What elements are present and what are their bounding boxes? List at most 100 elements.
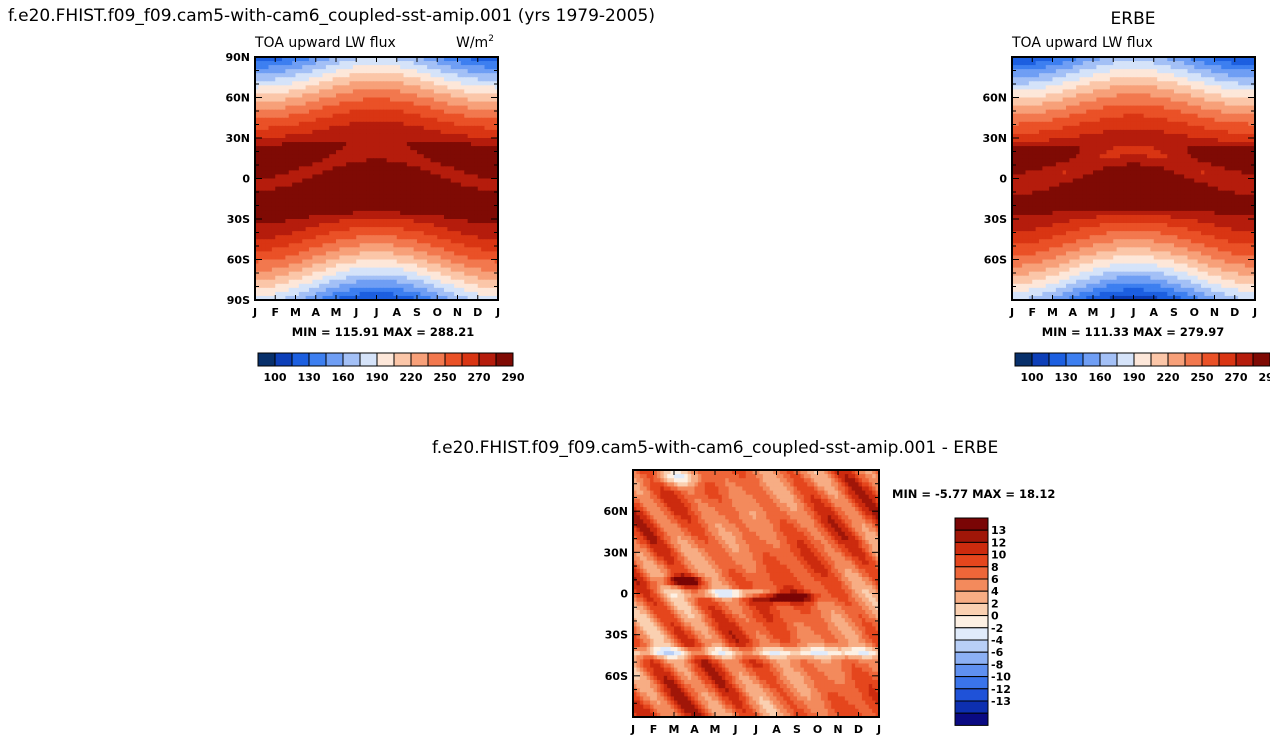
heatmap-cell xyxy=(396,190,401,196)
heatmap-cell xyxy=(329,69,334,74)
heatmap-cell xyxy=(471,214,475,220)
heatmap-cell xyxy=(271,182,276,188)
heatmap-cell xyxy=(261,81,266,86)
heatmap-cell xyxy=(261,85,266,90)
heatmap-cell xyxy=(393,239,398,244)
heatmap-cell xyxy=(369,97,374,103)
heatmap-cell xyxy=(329,97,334,103)
heatmap-cell xyxy=(261,113,266,119)
heatmap-cell xyxy=(437,121,442,127)
heatmap-cell xyxy=(309,77,313,82)
heatmap-cell xyxy=(339,138,344,143)
heatmap-cell xyxy=(467,170,472,176)
heatmap-cell xyxy=(295,89,300,95)
heatmap-cell xyxy=(268,227,273,232)
heatmap-cell xyxy=(403,113,408,119)
heatmap-cell xyxy=(471,57,475,62)
heatmap-cell xyxy=(366,69,371,74)
heatmap-cell xyxy=(467,77,472,82)
heatmap-cell xyxy=(265,61,270,66)
heatmap-cell xyxy=(285,85,290,90)
heatmap-cell xyxy=(386,61,391,66)
heatmap-cell xyxy=(433,174,438,180)
heatmap-cell xyxy=(494,142,499,147)
heatmap-cell xyxy=(487,133,492,139)
heatmap-cell xyxy=(271,231,276,236)
heatmap-cell xyxy=(467,190,472,196)
heatmap-cell xyxy=(282,57,286,62)
heatmap-cell xyxy=(285,81,290,86)
heatmap-cell xyxy=(339,194,344,200)
heatmap-cell xyxy=(427,231,432,236)
heatmap-cell xyxy=(339,170,344,176)
heatmap-cell xyxy=(282,158,286,163)
heatmap-cell xyxy=(265,113,270,119)
heatmap-cell xyxy=(464,154,469,159)
heatmap-cell xyxy=(417,206,421,212)
heatmap-cell xyxy=(275,65,280,70)
heatmap-cell xyxy=(342,129,347,135)
heatmap-cell xyxy=(376,133,381,139)
heatmap-cell xyxy=(440,125,445,131)
heatmap-cell xyxy=(325,182,330,188)
heatmap-cell xyxy=(403,73,408,78)
heatmap-cell xyxy=(467,235,472,240)
heatmap-cell xyxy=(336,178,340,184)
heatmap-cell xyxy=(447,97,452,103)
heatmap-cell xyxy=(393,113,398,119)
heatmap-cell xyxy=(406,182,411,188)
heatmap-cell xyxy=(454,154,459,159)
heatmap-cell xyxy=(292,235,297,240)
heatmap-cell xyxy=(467,206,472,212)
heatmap-cell xyxy=(295,113,300,119)
heatmap-cell xyxy=(484,202,489,208)
heatmap-cell xyxy=(477,142,482,147)
heatmap-cell xyxy=(336,227,340,232)
heatmap-cell xyxy=(298,125,303,131)
heatmap-cell xyxy=(474,113,479,119)
heatmap-cell xyxy=(319,65,324,70)
heatmap-cell xyxy=(325,214,330,220)
heatmap-cell xyxy=(309,121,313,127)
heatmap-cell xyxy=(295,142,300,147)
heatmap-cell xyxy=(366,194,371,200)
heatmap-cell xyxy=(298,202,303,208)
heatmap-cell xyxy=(275,227,280,232)
heatmap-cell xyxy=(481,61,486,66)
heatmap-cell xyxy=(349,93,354,99)
heatmap-cell xyxy=(457,129,462,135)
heatmap-cell xyxy=(322,214,327,220)
heatmap-cell xyxy=(413,101,418,107)
heatmap-cell xyxy=(423,206,428,212)
heatmap-cell xyxy=(410,223,415,228)
heatmap-cell xyxy=(430,73,435,78)
heatmap-cell xyxy=(292,85,297,90)
heatmap-cell xyxy=(342,231,347,236)
heatmap-cell xyxy=(379,109,384,115)
heatmap-cell xyxy=(288,105,293,111)
heatmap-cell xyxy=(366,133,371,139)
heatmap-cell xyxy=(288,174,293,180)
heatmap-cell xyxy=(312,174,317,180)
heatmap-cell xyxy=(413,121,418,127)
heatmap-cell xyxy=(258,227,263,232)
heatmap-cell xyxy=(393,170,398,176)
heatmap-cell xyxy=(352,174,357,180)
heatmap-cell xyxy=(265,219,270,224)
heatmap-cell xyxy=(433,223,438,228)
heatmap-cell xyxy=(484,190,489,196)
heatmap-cell xyxy=(447,190,452,196)
heatmap-cell xyxy=(481,57,486,62)
heatmap-cell xyxy=(319,121,324,127)
heatmap-cell xyxy=(487,138,492,143)
heatmap-cell xyxy=(352,235,357,240)
heatmap-cell xyxy=(373,186,378,192)
heatmap-cell xyxy=(430,133,435,139)
heatmap-cell xyxy=(356,121,361,127)
heatmap-cell xyxy=(454,150,459,155)
heatmap-cell xyxy=(396,235,401,240)
heatmap-cell xyxy=(420,214,425,220)
heatmap-cell xyxy=(319,57,324,62)
heatmap-cell xyxy=(288,69,293,74)
